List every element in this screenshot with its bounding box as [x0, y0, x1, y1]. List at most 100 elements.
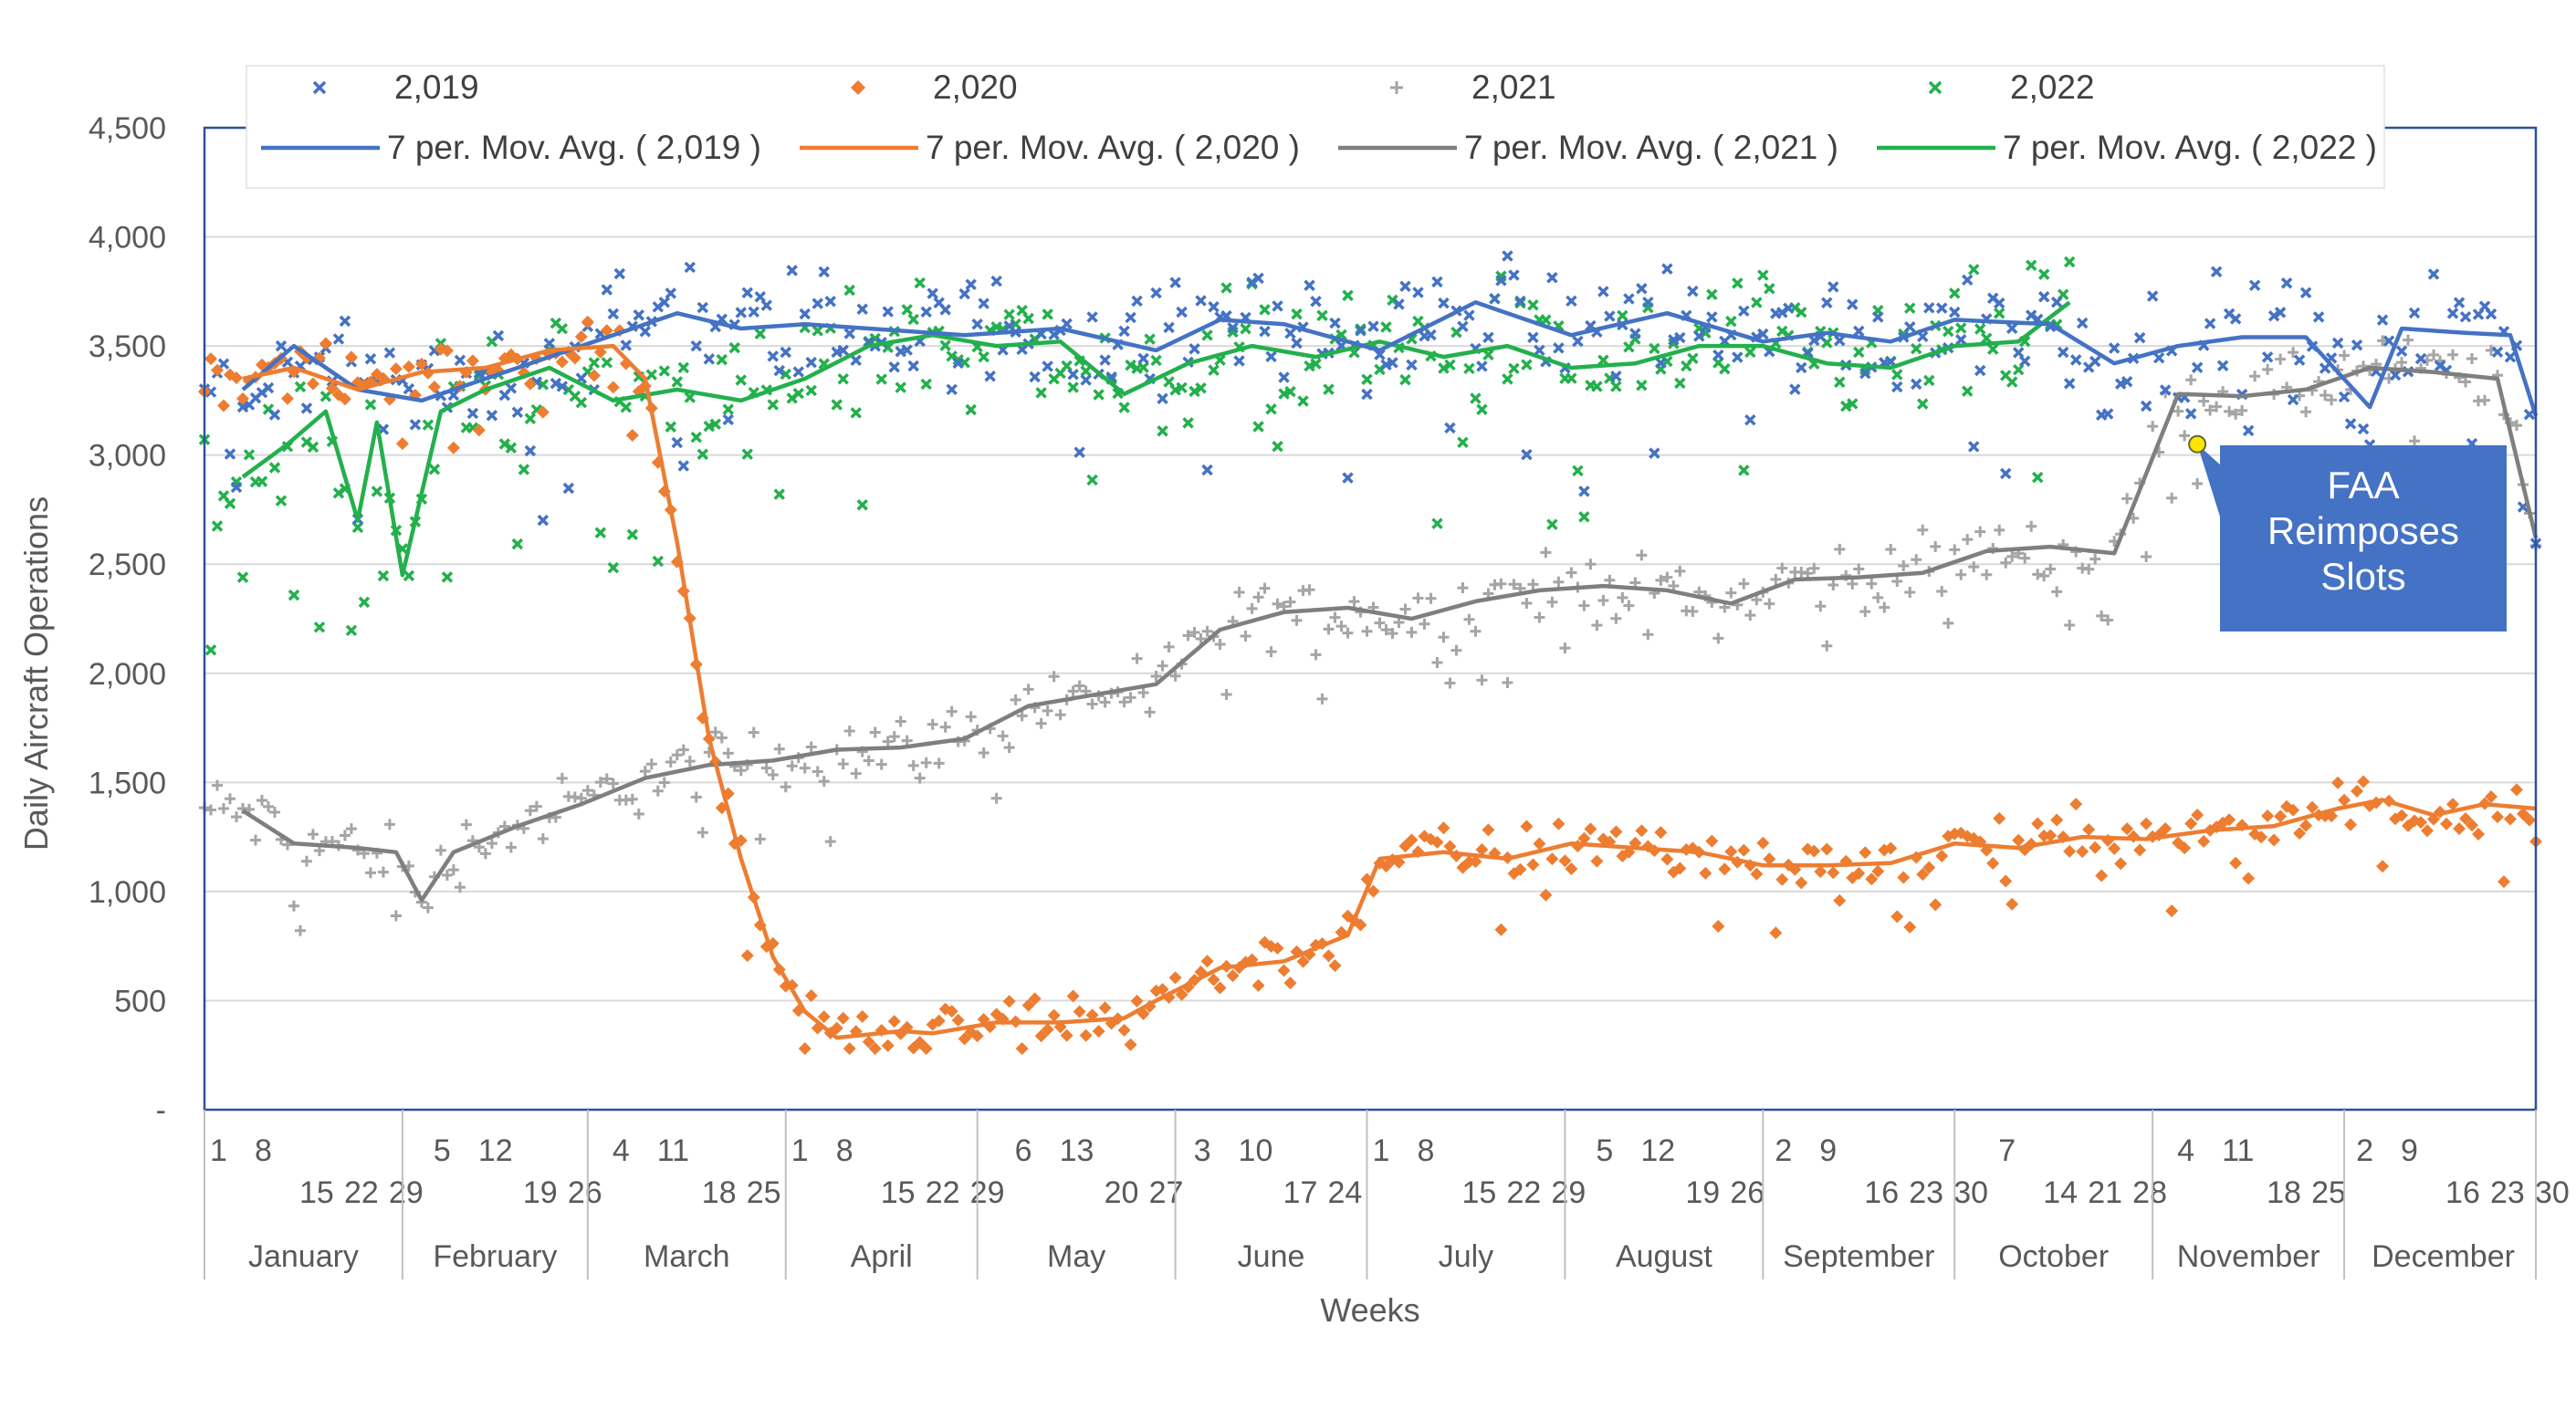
data-point: [1047, 1008, 1061, 1022]
data-point: [1367, 884, 1380, 898]
data-point: [2453, 297, 2466, 308]
data-point: [2140, 817, 2153, 830]
data-point: [741, 448, 754, 460]
data-point: [2287, 393, 2299, 406]
data-point: [971, 318, 983, 330]
y-tick-label: 2,500: [89, 548, 166, 582]
data-point: [837, 758, 849, 770]
data-point: [1935, 849, 1949, 862]
x-axis-title: Weeks: [1320, 1291, 1419, 1329]
week-label: 18: [2267, 1175, 2301, 1210]
data-point: [1195, 632, 1207, 644]
data-point: [607, 561, 620, 574]
data-point: [1590, 854, 1604, 868]
data-point: [294, 924, 306, 936]
moving-average-line: [241, 365, 2539, 903]
month-label: August: [1616, 1239, 1712, 1274]
data-point: [2025, 309, 2037, 321]
y-tick-label: -: [156, 1093, 166, 1128]
data-point: [288, 900, 299, 912]
data-point: [1911, 378, 1922, 391]
data-point: [1399, 603, 1411, 615]
data-point: [1655, 574, 1667, 586]
data-point: [1879, 601, 1890, 613]
data-point: [358, 596, 371, 609]
data-point: [2466, 819, 2479, 832]
data-point: [907, 759, 919, 771]
data-point: [1533, 837, 1546, 851]
data-point: [2063, 256, 2076, 268]
data-point: [1981, 569, 1993, 580]
data-point: [1847, 578, 1859, 590]
data-point: [1399, 373, 1411, 386]
data-point: [1002, 995, 1016, 1008]
data-point: [805, 384, 817, 397]
data-point: [486, 409, 498, 422]
data-point: [1425, 329, 1437, 341]
callout-text: FAA: [2327, 464, 2399, 506]
week-label: 25: [2311, 1175, 2346, 1210]
data-point: [1431, 517, 1443, 529]
data-point: [709, 726, 721, 738]
data-point: [1833, 893, 1847, 907]
data-point: [1304, 584, 1315, 596]
data-point: [830, 1021, 843, 1035]
data-point: [441, 869, 453, 881]
data-point: [537, 379, 550, 391]
data-point: [268, 462, 281, 474]
data-point: [1316, 693, 1328, 705]
data-point: [696, 827, 708, 839]
data-point: [1565, 295, 1577, 308]
data-point: [588, 357, 601, 369]
data-point: [2453, 822, 2466, 836]
data-point: [2319, 390, 2331, 402]
data-point: [204, 352, 217, 366]
data-point: [2037, 290, 2050, 303]
week-label: 29: [970, 1175, 1005, 1210]
data-point: [1035, 387, 1047, 399]
data-point: [1405, 833, 1419, 847]
data-point: [1355, 325, 1367, 337]
data-point: [377, 569, 390, 582]
data-point: [1150, 671, 1162, 683]
data-point: [773, 364, 785, 377]
data-point: [1565, 862, 1578, 876]
data-point: [1022, 312, 1034, 325]
data-point: [1444, 422, 1456, 434]
month-label: October: [1998, 1239, 2109, 1274]
data-point: [466, 354, 479, 368]
data-point: [970, 1029, 984, 1043]
data-point: [696, 301, 709, 314]
data-point: [2005, 897, 2019, 911]
data-point: [2479, 394, 2491, 406]
data-point: [1354, 918, 1367, 932]
data-point: [1834, 376, 1846, 389]
data-point: [2044, 829, 2058, 842]
data-point: [422, 419, 435, 431]
week-label: 4: [613, 1133, 630, 1168]
data-point: [1770, 573, 1782, 585]
data-point: [2472, 827, 2486, 841]
month-label: December: [2372, 1239, 2515, 1274]
data-point: [824, 296, 836, 308]
week-label: 12: [1640, 1133, 1675, 1168]
data-point: [1310, 358, 1322, 370]
data-point: [2460, 376, 2472, 388]
week-label: 29: [389, 1175, 424, 1210]
data-point: [2376, 314, 2389, 326]
data-point: [1495, 578, 1507, 590]
data-point: [607, 778, 619, 789]
week-label: 19: [523, 1175, 558, 1210]
data-point: [1994, 524, 2005, 536]
data-point: [1775, 872, 1789, 886]
data-point: [1189, 343, 1200, 355]
axes: [203, 126, 2538, 1112]
data-point: [2038, 570, 2050, 582]
data-point: [2312, 311, 2325, 323]
week-label: 15: [299, 1175, 334, 1210]
data-point: [1610, 381, 1622, 392]
data-point: [1233, 355, 1245, 367]
data-point: [1795, 876, 1808, 890]
data-point: [684, 261, 696, 274]
data-point: [1430, 835, 1444, 849]
